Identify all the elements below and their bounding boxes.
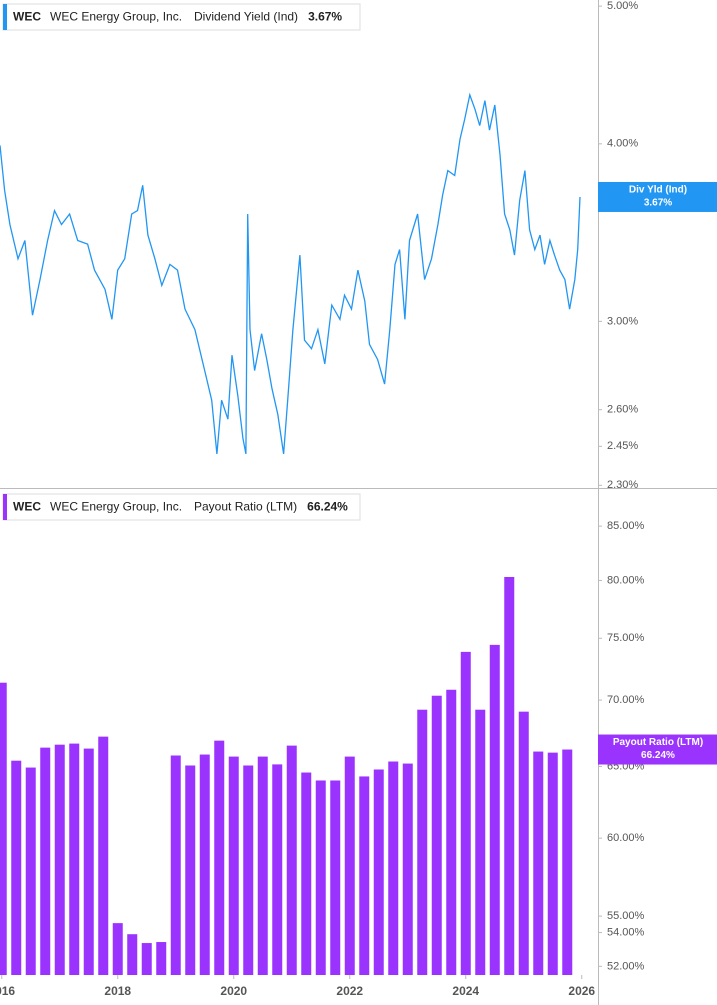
bar: [170, 755, 181, 975]
bar: [98, 736, 109, 975]
bar: [417, 709, 428, 975]
y-tick-label: 2.45%: [607, 440, 638, 452]
badge-name: Payout Ratio (LTM): [613, 737, 703, 748]
x-tick-label: 2022: [336, 984, 363, 998]
y-tick-label: 55.00%: [607, 910, 645, 922]
bar: [562, 749, 573, 975]
y-tick-label: 4.00%: [607, 138, 638, 150]
y-tick-label: 3.00%: [607, 315, 638, 327]
bar: [25, 767, 36, 975]
legend-ticker: WEC: [13, 10, 41, 24]
last-value-badge: [598, 181, 717, 212]
x-tick-label: 2018: [104, 984, 131, 998]
bar: [359, 776, 370, 975]
bar: [83, 748, 94, 975]
plot-area: [0, 576, 573, 975]
legend-box: [2, 493, 361, 521]
badge-value: 66.24%: [641, 750, 675, 761]
y-tick-label: 60.00%: [607, 832, 645, 844]
y-tick-label: 2.60%: [607, 404, 638, 416]
bar: [257, 756, 268, 975]
bar: [11, 760, 22, 975]
bar: [69, 743, 80, 975]
bar: [315, 780, 326, 975]
bar: [518, 711, 529, 975]
bar: [228, 756, 239, 975]
legend-series: Dividend Yield (Ind): [194, 10, 298, 24]
bar: [0, 682, 7, 975]
y-tick-label: 70.00%: [607, 694, 645, 706]
bar: [344, 756, 355, 975]
bar: [112, 923, 123, 975]
y-tick-label: 54.00%: [607, 926, 645, 938]
bar: [388, 761, 399, 975]
bar: [40, 747, 51, 975]
bar: [185, 765, 196, 975]
bar: [54, 744, 65, 975]
badge-value: 3.67%: [644, 198, 672, 209]
bar: [547, 752, 558, 975]
yield-line: [0, 92, 581, 455]
bar: [475, 709, 486, 975]
legend-company: WEC Energy Group, Inc.: [50, 500, 182, 514]
bar: [504, 576, 515, 975]
x-tick-label: 2016: [0, 984, 15, 998]
legend-company: WEC Energy Group, Inc.: [50, 10, 182, 24]
bar: [301, 772, 312, 975]
y-tick-label: 52.00%: [607, 960, 645, 972]
y-tick-label: 85.00%: [607, 520, 645, 532]
bar: [533, 751, 544, 975]
bar: [127, 934, 138, 975]
bar: [431, 695, 442, 975]
y-tick-label: 80.00%: [607, 574, 645, 586]
bar: [286, 745, 297, 975]
bar: [199, 754, 210, 975]
y-tick-label: 2.30%: [607, 479, 638, 491]
bar: [446, 689, 457, 975]
plot-area: [0, 92, 581, 455]
legend-value: 66.24%: [307, 500, 348, 514]
x-tick-label: 2024: [452, 984, 479, 998]
x-tick-label: 2026: [568, 984, 595, 998]
bar: [330, 780, 341, 975]
legend-swatch: [3, 4, 7, 30]
x-tick-label: 2020: [220, 984, 247, 998]
legend-value: 3.67%: [308, 10, 342, 24]
bar: [272, 764, 283, 975]
bar: [373, 769, 384, 975]
last-value-badge: [598, 734, 717, 765]
y-tick-label: 75.00%: [607, 632, 645, 644]
legend-series: Payout Ratio (LTM): [194, 500, 297, 514]
bar: [214, 740, 225, 975]
bar: [460, 651, 471, 975]
legend-swatch: [3, 494, 7, 520]
bar: [402, 763, 413, 975]
bar: [156, 942, 167, 975]
legend-ticker: WEC: [13, 500, 41, 514]
bar: [243, 765, 254, 975]
y-tick-label: 5.00%: [607, 0, 638, 12]
badge-name: Div Yld (Ind): [629, 185, 687, 196]
bar: [489, 644, 500, 975]
bar: [141, 943, 152, 975]
